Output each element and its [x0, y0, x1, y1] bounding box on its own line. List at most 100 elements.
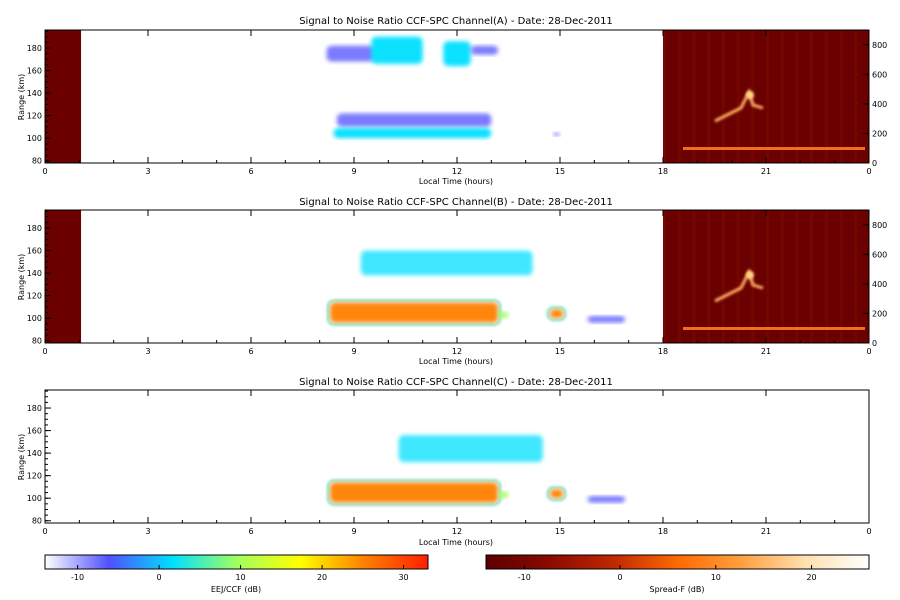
x-tick-label: 3	[145, 527, 150, 536]
right-y-tick-label: 400	[872, 280, 887, 289]
y-tick-label: 80	[32, 157, 42, 166]
y-tick-label: 80	[32, 337, 42, 346]
y-axis-label: Range (km)	[17, 434, 26, 481]
colorbar-tick-label: -10	[518, 573, 531, 582]
echo-patch	[470, 45, 499, 55]
echo-patch	[443, 41, 471, 67]
x-tick-label: 15	[555, 347, 565, 356]
spread-f-stripe	[824, 210, 828, 343]
x-tick-label: 0	[866, 347, 871, 356]
x-tick-label: 9	[351, 347, 356, 356]
x-tick-label: 0	[866, 527, 871, 536]
echo-patch	[498, 311, 509, 319]
x-tick-label: 21	[761, 167, 771, 176]
y-tick-label: 180	[27, 404, 42, 413]
echo-patch	[549, 309, 564, 319]
colorbar-tick-label: 20	[317, 573, 327, 582]
spread-f-stripe	[663, 210, 666, 343]
colorbar-tick-label: 10	[235, 573, 245, 582]
y-tick-label: 120	[27, 112, 42, 121]
echo-patch	[333, 128, 492, 139]
x-tick-label: 0	[42, 527, 47, 536]
echo-patch	[336, 113, 492, 127]
echo-patch	[329, 302, 499, 323]
x-tick-label: 6	[248, 347, 253, 356]
x-tick-label: 21	[761, 527, 771, 536]
colorbar-tick-label: 20	[806, 573, 816, 582]
spread-f-stripe	[721, 30, 725, 163]
spread-f-stripe	[736, 210, 740, 343]
spread-f-stripe	[677, 210, 681, 343]
colorbar-tick-label: -10	[71, 573, 84, 582]
spread-f-stripe	[692, 210, 696, 343]
spread-f-stripe	[721, 210, 725, 343]
x-tick-label: 21	[761, 347, 771, 356]
colorbar-label: Spread-F (dB)	[649, 585, 704, 594]
right-y-tick-label: 0	[872, 339, 877, 348]
spread-f-stripe	[707, 30, 711, 163]
colorbar-tick-label: 0	[618, 573, 623, 582]
colorbar-spread-f: -10 0 10 20 Spread-F (dB)	[485, 554, 870, 594]
y-tick-label: 140	[27, 269, 42, 278]
colorbar-label: EEJ/CCF (dB)	[211, 585, 261, 594]
x-tick-label: 3	[145, 347, 150, 356]
panel-channel-b: Signal to Noise Ratio CCF-SPC Channel(B)…	[17, 197, 887, 366]
right-y-tick-label: 200	[872, 129, 887, 138]
spread-f-stripe	[854, 210, 858, 343]
spread-f-layer	[683, 327, 865, 330]
y-tick-label: 100	[27, 494, 42, 503]
spread-f-stripe	[854, 30, 858, 163]
echo-patch	[553, 132, 560, 136]
x-axis-label: Local Time (hours)	[419, 177, 493, 186]
x-tick-label: 6	[248, 167, 253, 176]
echo-patch	[360, 250, 533, 276]
spread-f-stripe	[780, 210, 784, 343]
echo-patch-halo	[546, 486, 567, 502]
spread-f-layer	[683, 147, 865, 150]
spread-f-stripe	[839, 30, 843, 163]
x-tick-label: 12	[452, 167, 462, 176]
spread-f-stripe	[692, 30, 696, 163]
right-y-tick-label: 800	[872, 221, 887, 230]
spread-f-stripe	[810, 30, 814, 163]
spread-f-plume-core	[746, 271, 754, 279]
panel-channel-a: Signal to Noise Ratio CCF-SPC Channel(A)…	[17, 16, 887, 186]
x-tick-label: 15	[555, 527, 565, 536]
spread-f-stripe	[736, 30, 740, 163]
echo-patch	[549, 489, 564, 499]
y-axis-label: Range (km)	[17, 74, 26, 121]
spread-f-stripe	[766, 210, 769, 343]
y-tick-label: 100	[27, 134, 42, 143]
echo-patch	[371, 36, 423, 64]
right-y-tick-label: 0	[872, 159, 877, 168]
x-tick-label: 15	[555, 167, 565, 176]
y-tick-label: 140	[27, 449, 42, 458]
x-tick-label: 18	[658, 167, 668, 176]
panel-title: Signal to Noise Ratio CCF-SPC Channel(C)…	[299, 377, 613, 388]
echo-patch	[326, 45, 375, 62]
x-tick-label: 18	[658, 527, 668, 536]
y-tick-label: 180	[27, 44, 42, 53]
x-tick-label: 3	[145, 167, 150, 176]
right-y-tick-label: 800	[872, 41, 887, 50]
spread-f-plume-core	[746, 91, 754, 99]
spread-f-stripe	[707, 210, 711, 343]
y-tick-label: 100	[27, 314, 42, 323]
colorbar-gradient	[485, 554, 870, 570]
y-tick-label: 80	[32, 517, 42, 526]
y-tick-label: 120	[27, 472, 42, 481]
x-tick-label: 18	[658, 347, 668, 356]
spread-f-stripe	[795, 210, 799, 343]
x-tick-label: 0	[42, 167, 47, 176]
echo-patch	[587, 315, 626, 323]
right-y-tick-label: 600	[872, 250, 887, 259]
spread-f-stripe	[810, 210, 814, 343]
spread-f-stripe	[824, 30, 828, 163]
y-axis-label: Range (km)	[17, 254, 26, 301]
echo-patch-halo	[546, 306, 567, 322]
x-tick-label: 9	[351, 527, 356, 536]
y-tick-label: 160	[27, 427, 42, 436]
x-tick-label: 12	[452, 527, 462, 536]
x-axis-label: Local Time (hours)	[419, 538, 493, 547]
